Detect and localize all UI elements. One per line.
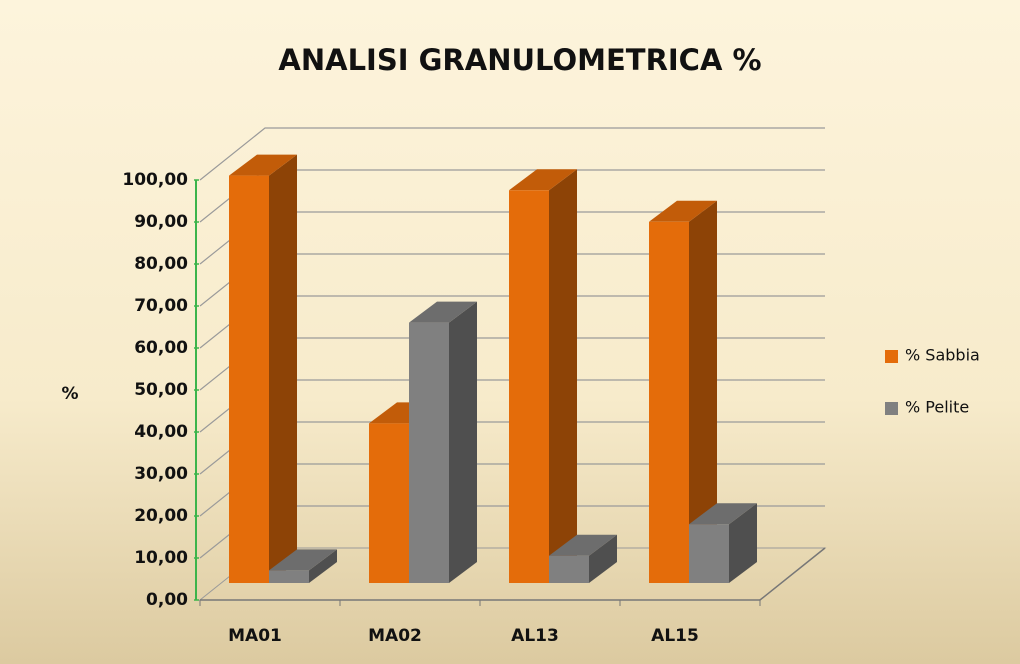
y-tick-label: 20,00 (134, 506, 188, 526)
bar-front (229, 175, 269, 583)
bar-top (549, 534, 617, 556)
y-tick-label: 40,00 (134, 422, 188, 442)
bar-front (409, 322, 449, 583)
x-tick-label: AL13 (511, 626, 559, 646)
y-tick-label: 0,00 (146, 590, 188, 610)
legend-label: % Pelite (905, 398, 969, 417)
bar (689, 503, 757, 583)
grid-line (199, 127, 825, 181)
bar-top (649, 200, 717, 222)
bar (409, 301, 477, 583)
bar-side (309, 549, 337, 583)
chart-title: ANALISI GRANULOMETRICA % (278, 43, 761, 77)
bar-top (509, 169, 577, 191)
bar (269, 549, 337, 583)
bar-front (369, 423, 409, 583)
bar-front (509, 190, 549, 584)
bar-top (269, 549, 337, 571)
bar-side (549, 169, 577, 584)
bar-top (689, 503, 757, 525)
y-tick-label: 70,00 (134, 296, 188, 316)
y-tick-label: 90,00 (134, 212, 188, 232)
y-tick-label: 50,00 (134, 380, 188, 400)
bar-side (589, 534, 617, 583)
bar-side (689, 200, 717, 584)
legend-swatch (885, 402, 898, 415)
x-tick-label: MA01 (228, 626, 282, 646)
bar (229, 154, 297, 583)
bar-side (269, 154, 297, 583)
y-tick-label: 100,00 (122, 170, 188, 190)
bar-front (269, 570, 309, 583)
x-tick-label: AL15 (651, 626, 699, 646)
bar (509, 169, 577, 584)
legend-label: % Sabbia (905, 346, 980, 365)
y-axis-label: % (61, 384, 78, 404)
y-tick-label: 30,00 (134, 464, 188, 484)
legend-swatch (885, 350, 898, 363)
bar-front (549, 555, 589, 583)
bar-side (449, 301, 477, 583)
bar (549, 534, 617, 583)
y-tick-label: 80,00 (134, 254, 188, 274)
bar-top (229, 154, 297, 176)
bar-front (649, 221, 689, 584)
bar-top (409, 301, 477, 323)
floor-edge (759, 547, 826, 601)
bar (649, 200, 717, 584)
bar-side (729, 503, 757, 583)
x-tick-label: MA02 (368, 626, 422, 646)
bar-front (689, 524, 729, 583)
y-tick-label: 60,00 (134, 338, 188, 358)
y-tick-label: 10,00 (134, 548, 188, 568)
